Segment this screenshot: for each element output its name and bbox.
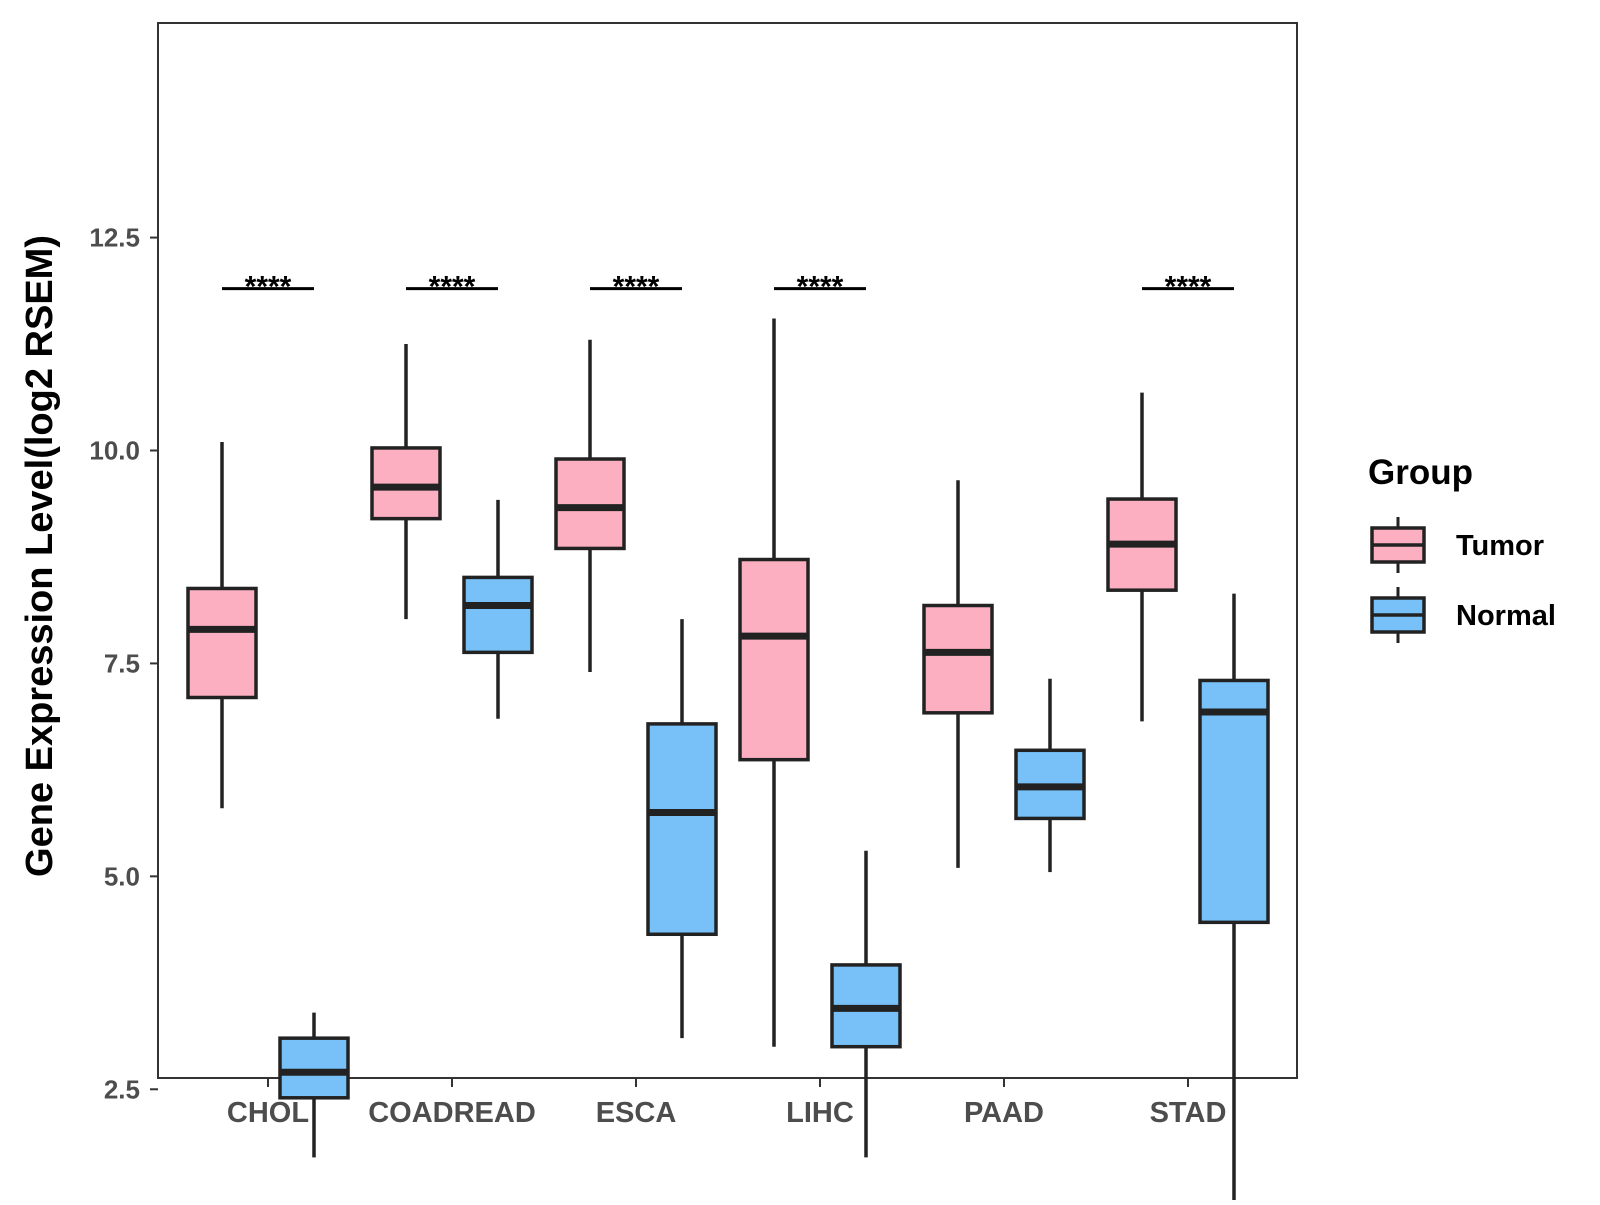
- significance-label: ****: [245, 271, 292, 304]
- panel-border: [157, 22, 1298, 1079]
- legend-title: Group: [1368, 453, 1473, 492]
- significance-label: ****: [429, 271, 476, 304]
- significance-label: ****: [1165, 271, 1212, 304]
- box-tumor: [370, 446, 442, 521]
- box-tumor: [554, 457, 626, 551]
- x-tick-label: PAAD: [964, 1097, 1044, 1129]
- y-tick-label: 2.5: [104, 1074, 140, 1104]
- x-tick-label: CHOL: [227, 1097, 309, 1129]
- box-normal: [646, 722, 718, 937]
- box-normal: [278, 1036, 350, 1100]
- legend-label-tumor: Tumor: [1456, 530, 1544, 562]
- x-tick-label: ESCA: [596, 1097, 677, 1129]
- x-tick-label: COADREAD: [368, 1097, 536, 1129]
- y-tick-label: 7.5: [104, 648, 140, 678]
- box-normal: [1198, 678, 1270, 925]
- legend-label-normal: Normal: [1456, 600, 1556, 632]
- significance-label: ****: [797, 271, 844, 304]
- plot-area: 2.5 5.0 7.5 10.0 12.5 CHOL COADREAD ESCA LIHC PAA…: [89, 22, 1298, 1205]
- box-tumor: [186, 586, 258, 700]
- legend: Group Tumor Normal: [1368, 453, 1556, 643]
- y-tick-label: 5.0: [104, 861, 140, 891]
- y-tick-label: 12.5: [89, 223, 140, 253]
- x-tick-label: STAD: [1150, 1097, 1227, 1129]
- y-tick-label: 10.0: [89, 436, 140, 466]
- x-tick-label: LIHC: [786, 1097, 854, 1129]
- y-axis-title: Gene Expression Level(log2 RSEM): [19, 235, 61, 877]
- box-normal: [462, 575, 534, 655]
- box-tumor: [738, 557, 810, 762]
- box-tumor: [922, 603, 994, 715]
- significance-label: ****: [613, 271, 660, 304]
